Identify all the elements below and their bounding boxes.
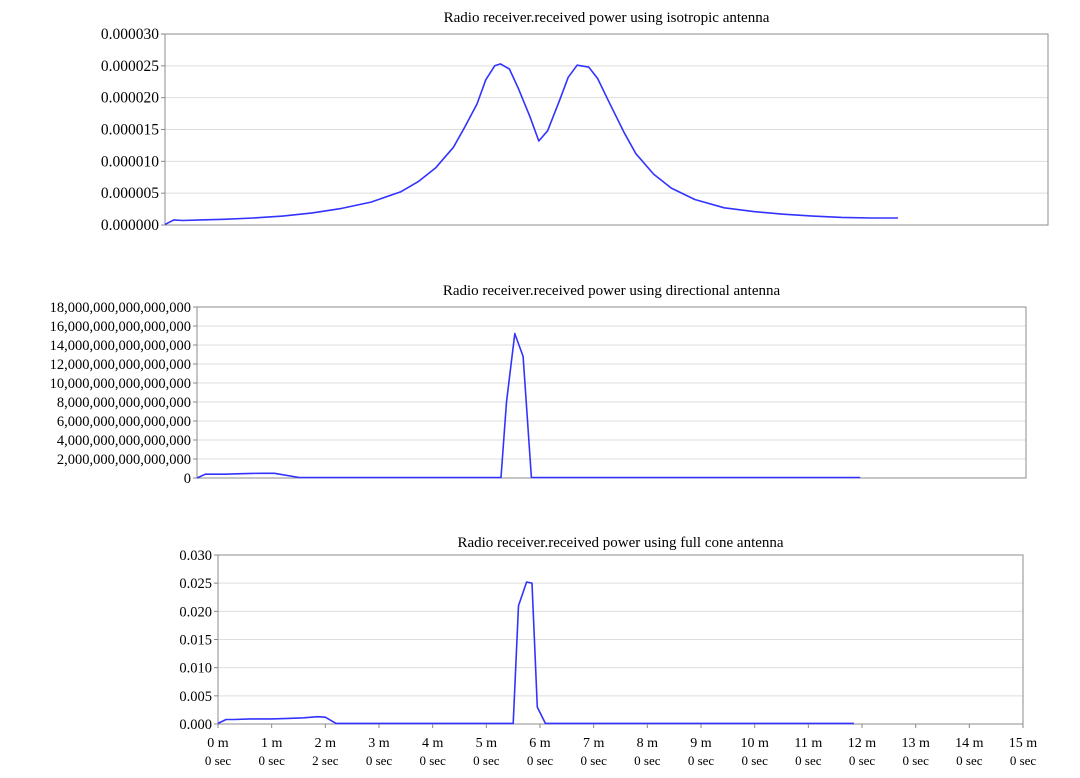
x-tick-label: 6 m — [529, 736, 551, 751]
x-tick-label: 15 m — [1009, 736, 1038, 751]
chart-title: Radio receiver.received power using isot… — [444, 10, 770, 26]
y-tick-label: 0.000025 — [101, 58, 159, 75]
y-tick-label: 14,000,000,000,000,000 — [50, 338, 191, 354]
x-tick-sublabel: 0 sec — [956, 753, 983, 768]
x-tick-label: 12 m — [848, 736, 877, 751]
y-tick-label: 16,000,000,000,000,000 — [50, 319, 191, 335]
chart-panel-1: Radio receiver.received power using isot… — [101, 10, 1049, 234]
y-tick-label: 0.015 — [179, 633, 212, 649]
x-tick-label: 7 m — [583, 736, 605, 751]
chart-panel-3: Radio receiver.received power using full… — [179, 535, 1037, 768]
x-tick-sublabel: 0 sec — [688, 753, 715, 768]
y-tick-label: 0.000 — [179, 717, 212, 733]
plot-frame — [196, 306, 1027, 479]
x-tick-sublabel: 0 sec — [902, 753, 929, 768]
x-tick-sublabel: 0 sec — [795, 753, 822, 768]
x-tick-sublabel: 0 sec — [419, 753, 446, 768]
x-tick-label: 11 m — [794, 736, 822, 751]
y-tick-label: 0.010 — [179, 661, 212, 677]
y-tick-label: 12,000,000,000,000,000 — [50, 357, 191, 373]
y-tick-label: 0.000005 — [101, 185, 159, 202]
y-tick-label: 0.020 — [179, 604, 212, 620]
x-tick-sublabel: 0 sec — [527, 753, 554, 768]
y-tick-label: 4,000,000,000,000,000 — [57, 433, 191, 449]
plot-frame — [164, 33, 1049, 226]
chart-title: Radio receiver.received power using full… — [457, 535, 783, 551]
x-tick-sublabel: 0 sec — [258, 753, 285, 768]
x-tick-sublabel: 0 sec — [741, 753, 768, 768]
y-tick-label: 8,000,000,000,000,000 — [57, 395, 191, 411]
x-tick-sublabel: 2 sec — [312, 753, 339, 768]
x-tick-sublabel: 0 sec — [473, 753, 500, 768]
x-tick-label: 5 m — [476, 736, 498, 751]
y-tick-label: 18,000,000,000,000,000 — [50, 300, 191, 316]
series-line-1 — [196, 332, 861, 479]
x-tick-label: 8 m — [637, 736, 659, 751]
y-tick-label: 0.000020 — [101, 90, 159, 107]
series-line-1 — [164, 63, 898, 226]
y-tick-label: 0.030 — [179, 548, 212, 564]
x-tick-sublabel: 0 sec — [580, 753, 607, 768]
y-tick-label: 6,000,000,000,000,000 — [57, 414, 191, 430]
series-line-1 — [217, 581, 854, 725]
y-tick-label: 2,000,000,000,000,000 — [57, 452, 191, 468]
x-tick-label: 3 m — [368, 736, 390, 751]
y-tick-label: 0.000010 — [101, 153, 159, 170]
x-tick-sublabel: 0 sec — [1010, 753, 1037, 768]
x-tick-sublabel: 0 sec — [205, 753, 232, 768]
y-tick-label: 0.000000 — [101, 217, 159, 234]
x-tick-sublabel: 0 sec — [366, 753, 393, 768]
x-tick-sublabel: 0 sec — [849, 753, 876, 768]
x-tick-label: 10 m — [740, 736, 769, 751]
x-tick-label: 14 m — [955, 736, 984, 751]
x-tick-label: 13 m — [901, 736, 930, 751]
x-tick-label: 4 m — [422, 736, 444, 751]
y-tick-label: 0.000015 — [101, 122, 159, 139]
y-tick-label: 0.000030 — [101, 26, 159, 43]
x-tick-label: 1 m — [261, 736, 283, 751]
chart-title: Radio receiver.received power using dire… — [443, 283, 781, 299]
y-tick-label: 0 — [184, 471, 191, 487]
x-tick-label: 0 m — [207, 736, 229, 751]
y-tick-label: 0.025 — [179, 576, 212, 592]
x-tick-label: 2 m — [315, 736, 337, 751]
y-tick-label: 10,000,000,000,000,000 — [50, 376, 191, 392]
x-tick-sublabel: 0 sec — [634, 753, 661, 768]
chart-panel-2: Radio receiver.received power using dire… — [50, 283, 1027, 487]
y-tick-label: 0.005 — [179, 689, 212, 705]
x-tick-label: 9 m — [690, 736, 712, 751]
